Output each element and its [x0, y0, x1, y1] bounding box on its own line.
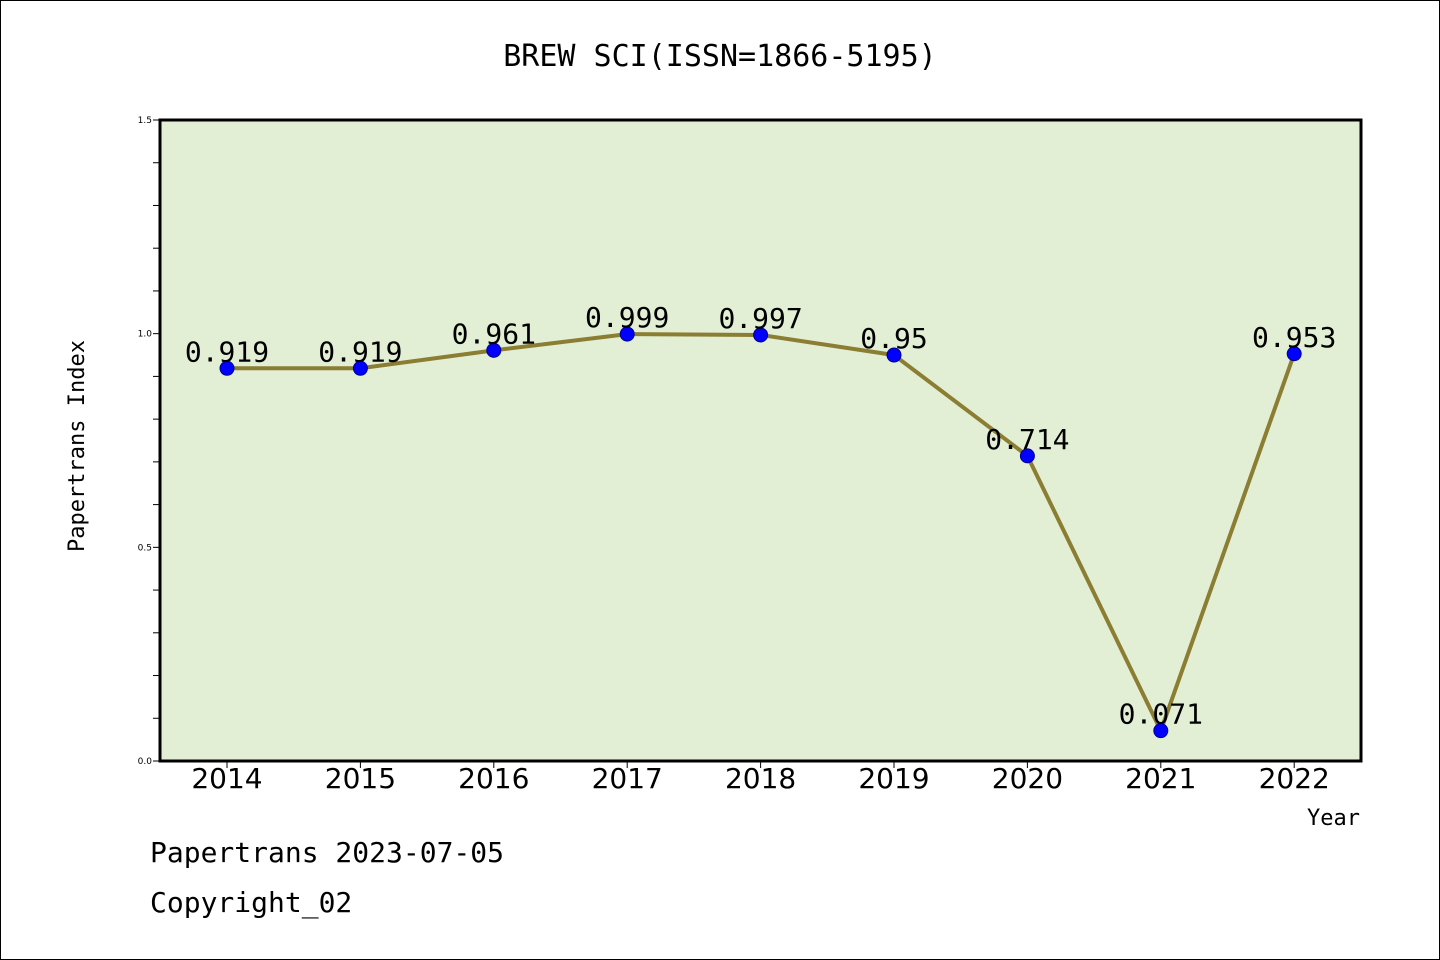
plot-border — [158, 118, 1363, 763]
footer-source: Papertrans 2023-07-05 — [150, 836, 505, 869]
x-tick-label: 2015 — [325, 762, 396, 795]
x-tick-label: 2020 — [992, 762, 1063, 795]
x-tick-label: 2019 — [858, 762, 929, 795]
data-point — [352, 360, 368, 376]
data-label: 0.961 — [452, 317, 536, 350]
data-point — [886, 347, 902, 363]
data-point — [619, 326, 635, 342]
chart-title: BREW SCI(ISSN=1866-5195) — [503, 39, 936, 74]
data-label: 0.953 — [1252, 321, 1336, 354]
data-label: 0.999 — [585, 301, 669, 334]
data-point — [1019, 448, 1035, 464]
data-label: 0.071 — [1119, 698, 1203, 731]
data-label: 0.714 — [985, 423, 1069, 456]
data-label: 0.919 — [318, 335, 402, 368]
y-axis-ticks: 0.0 0.5 1.0 1.5 — [138, 116, 160, 767]
y-axis-label: Papertrans Index — [65, 340, 90, 552]
x-tick-label: 2016 — [458, 762, 529, 795]
data-label: 0.919 — [185, 335, 269, 368]
x-tick-label: 2018 — [725, 762, 796, 795]
y-tick-label: 1.0 — [138, 330, 153, 340]
x-tick-label: 2017 — [592, 762, 663, 795]
y-tick-label: 0.0 — [138, 757, 153, 767]
data-label: 0.95 — [860, 322, 927, 355]
data-point — [219, 360, 235, 376]
data-point — [753, 327, 769, 343]
data-point — [486, 342, 502, 358]
y-tick-label: 1.5 — [138, 116, 152, 126]
y-tick-label: 0.5 — [138, 543, 152, 553]
x-axis-ticks: 2014 2015 2016 2017 2018 2019 2020 2021 2022 — [191, 761, 1330, 795]
x-tick-label: 2022 — [1259, 762, 1330, 795]
x-tick-label: 2014 — [191, 762, 262, 795]
data-point — [1153, 723, 1169, 739]
x-axis-label: Year — [1307, 806, 1360, 831]
series-group: 0.919 0.919 0.961 0.999 0.997 0.95 0.714 0.071 0… — [185, 301, 1336, 739]
plot-area — [160, 120, 1361, 761]
x-tick-label: 2021 — [1125, 762, 1196, 795]
data-label: 0.997 — [718, 302, 802, 335]
data-point — [1286, 346, 1302, 362]
footer-copyright: Copyright_02 — [150, 886, 353, 919]
